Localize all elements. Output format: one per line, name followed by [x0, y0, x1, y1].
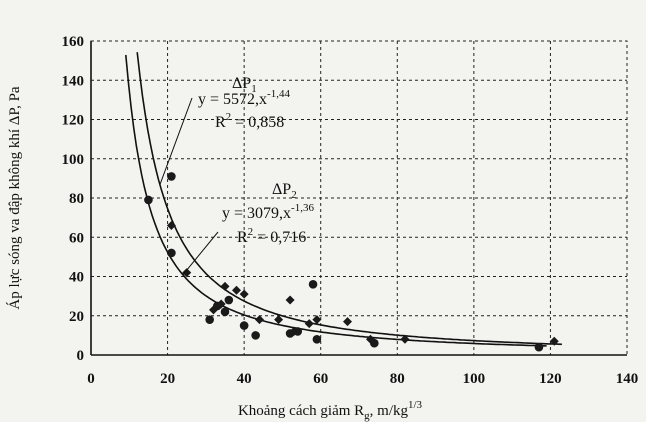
x-tick-label-120: 120 — [539, 371, 562, 387]
dp2-point-3 — [205, 315, 214, 324]
x-axis-title: Khoảng cách giảm Rg, m/kg1/3 — [238, 399, 423, 422]
fit-curve-dp1 — [136, 52, 562, 346]
dp1-point-8 — [254, 315, 264, 325]
dp1-point-9 — [274, 315, 284, 325]
dp1-series-label: ΔP1 — [232, 75, 257, 95]
x-tick-label-140: 140 — [616, 371, 639, 387]
dp1-point-13 — [312, 315, 322, 325]
y-tick-label-60: 60 — [69, 230, 84, 246]
dp2-point-11 — [308, 280, 318, 289]
axes — [90, 41, 627, 356]
dp2-point-7 — [239, 321, 249, 330]
dp2-point-10 — [293, 327, 303, 336]
dp2-point-8 — [251, 331, 260, 340]
dp1-annotation-leader — [159, 97, 193, 185]
grid — [90, 40, 628, 356]
fit-curve-dp2 — [125, 54, 547, 347]
dp2-point-6 — [224, 295, 234, 305]
y-tick-label-120: 120 — [62, 113, 85, 129]
dp1-point-10 — [285, 295, 295, 305]
dp1-point-17 — [549, 336, 559, 346]
dp2-point-0 — [144, 195, 153, 205]
dp1-point-1 — [182, 268, 192, 278]
dp2-point-9 — [285, 329, 295, 338]
dp1-point-16 — [400, 334, 410, 344]
dp2-point-5 — [220, 307, 230, 317]
y-tick-label-80: 80 — [69, 191, 84, 207]
x-tick-label-20: 20 — [160, 371, 175, 387]
dp1-point-14 — [343, 317, 353, 327]
x-tick-label-60: 60 — [313, 371, 328, 387]
dp1-point-0 — [166, 220, 176, 230]
dp1-point-4 — [220, 281, 230, 291]
dp2-point-1 — [167, 172, 176, 181]
dp1-r-squared: R2 = 0,858 — [215, 111, 284, 131]
dp2-annotation-leader — [182, 231, 219, 276]
tick-labels: 0 20 40 60 80 100 120 140 160 0 20 40 60 80 100 120 140 — [62, 34, 639, 387]
y-tick-label-160: 160 — [62, 34, 85, 50]
fit-curves — [125, 52, 562, 347]
y-axis-title: Áp lực sóng va đập không khí ΔP, Pa — [6, 86, 23, 310]
y-tick-label-20: 20 — [69, 309, 84, 325]
data-points — [144, 172, 559, 352]
dp2-point-12 — [312, 335, 322, 344]
y-tick-label-0: 0 — [77, 348, 85, 364]
x-tick-label-40: 40 — [237, 371, 252, 387]
dp2-point-2 — [167, 248, 176, 258]
dp1-equation: y = 5572,x-1,44 — [198, 88, 290, 108]
dp2-point-4 — [213, 301, 222, 311]
dp1-point-5 — [231, 285, 241, 295]
x-tick-label-100: 100 — [463, 371, 486, 387]
dp1-point-6 — [239, 289, 249, 299]
dp2-equation: y = 3079,x-1,36 — [222, 202, 314, 222]
y-tick-label-100: 100 — [62, 152, 85, 168]
x-tick-label-80: 80 — [390, 371, 405, 387]
y-tick-label-40: 40 — [69, 270, 84, 286]
x-tick-label-0: 0 — [87, 371, 95, 387]
dp2-r-squared: R2 = 0,716 — [237, 226, 306, 246]
dp2-series-label: ΔP2 — [272, 181, 297, 201]
y-tick-label-140: 140 — [62, 73, 85, 89]
dp2-point-14 — [534, 342, 544, 352]
dp2-point-13 — [370, 338, 379, 348]
dp1-point-12 — [304, 319, 314, 329]
